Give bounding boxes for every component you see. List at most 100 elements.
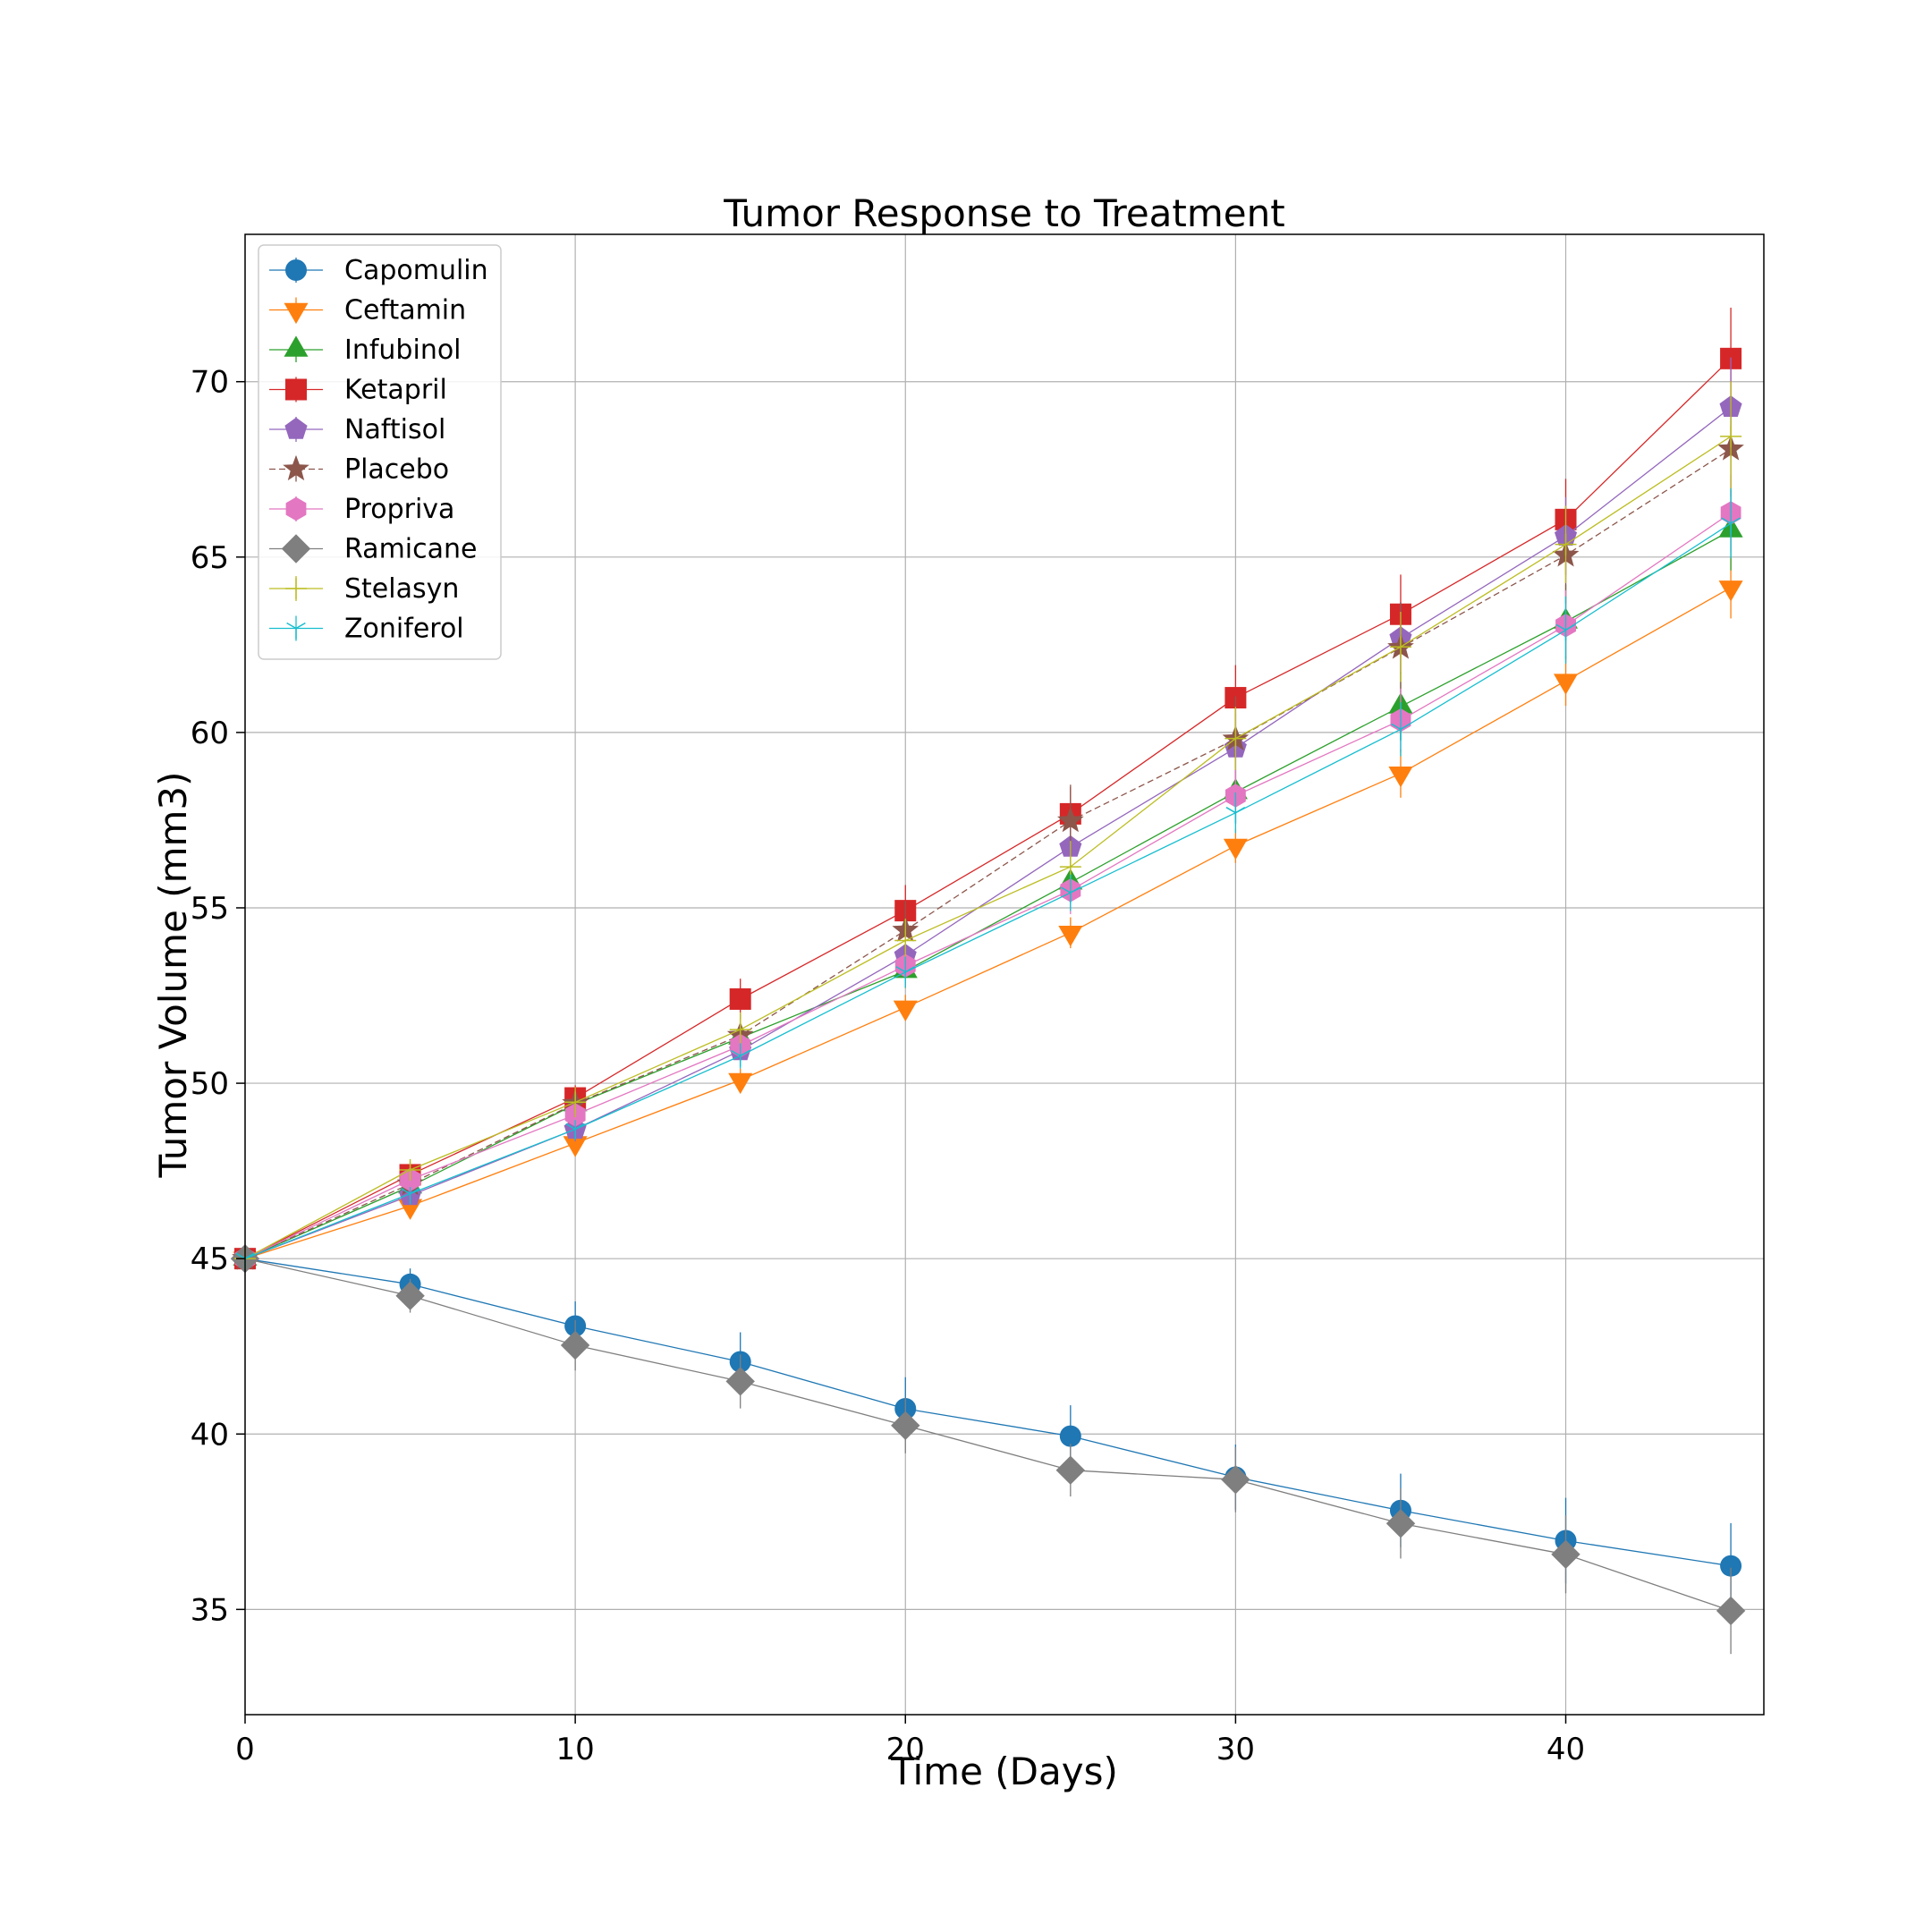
data-point: [1059, 1425, 1081, 1447]
series-ceftamin: [233, 556, 1743, 1273]
x-tick-label: 40: [1546, 1732, 1585, 1767]
data-point: [1057, 807, 1084, 833]
data-point: [1551, 1539, 1580, 1569]
tri-arm: [1730, 517, 1741, 524]
legend-item: Placebo: [269, 454, 449, 486]
series-line: [244, 530, 1732, 1259]
tri-arm: [1225, 807, 1236, 814]
y-tick-label: 35: [191, 1592, 229, 1628]
series-line: [244, 522, 1732, 1259]
legend-marker: [283, 454, 309, 481]
legend-label: Stelasyn: [344, 573, 459, 605]
data-point: [1720, 1555, 1742, 1577]
tri-arm: [904, 966, 916, 973]
tri-arm: [740, 1049, 750, 1057]
legend-box: [258, 244, 502, 660]
y-tick-label: 60: [191, 716, 229, 751]
legend-item: Ceftamin: [269, 295, 466, 326]
data-point: [1055, 1455, 1085, 1485]
legend-item: Infubinol: [269, 335, 462, 366]
data-point: [1221, 1465, 1250, 1495]
legend-marker: [284, 335, 309, 357]
legend-item: Propriva: [269, 494, 454, 525]
series-line: [244, 436, 1732, 1259]
data-point: [395, 1281, 425, 1310]
series-line: [244, 406, 1732, 1259]
data-point: [893, 1000, 918, 1021]
x-tick-label: 10: [555, 1732, 594, 1767]
x-axis-label: Time (Days): [890, 1750, 1118, 1793]
legend-marker: [285, 378, 307, 401]
x-tick-label: 30: [1216, 1732, 1255, 1767]
data-point: [1718, 580, 1743, 602]
data-point: [563, 1136, 588, 1157]
data-point: [1058, 926, 1083, 947]
tri-arm: [895, 966, 906, 973]
legend-label: Naftisol: [344, 414, 445, 445]
axis-ticks: 0 10 20 30 40 35 40 45 50 55 60 65 70: [191, 365, 1585, 1767]
legend-marker: [286, 622, 306, 640]
data-point: [1391, 723, 1411, 741]
tri-arm: [410, 1187, 420, 1195]
series-layer: [230, 307, 1746, 1655]
data-point: [895, 966, 916, 983]
tri-arm: [286, 622, 297, 630]
series-line: [244, 448, 1732, 1259]
tri-arm: [1555, 623, 1566, 631]
tri-arm: [730, 1049, 741, 1057]
data-point: [1555, 533, 1577, 555]
data-point: [891, 1411, 920, 1440]
data-point: [1720, 425, 1742, 447]
chart-title: Tumor Response to Treatment: [723, 191, 1284, 235]
data-point: [1061, 886, 1080, 904]
data-point: [725, 1367, 755, 1396]
data-point: [1223, 838, 1248, 860]
tri-arm: [1070, 886, 1080, 894]
plot-frame: [244, 233, 1765, 1716]
legend-item: Ramicane: [269, 534, 477, 565]
data-point: [1555, 623, 1576, 641]
data-point: [399, 1158, 421, 1181]
series-line: [244, 1258, 1732, 1612]
legend-label: Zoniferol: [344, 614, 464, 645]
legend-item: Capomulin: [269, 255, 488, 286]
y-tick-label: 55: [191, 891, 229, 927]
legend-label: Capomulin: [344, 255, 488, 286]
data-point: [1224, 727, 1247, 750]
legend-marker: [284, 302, 309, 325]
y-tick-label: 40: [191, 1417, 229, 1453]
y-tick-label: 65: [191, 540, 229, 576]
data-point: [894, 929, 917, 952]
series-line: [244, 587, 1732, 1259]
legend-label: Ceftamin: [344, 295, 466, 326]
data-point: [1716, 1596, 1746, 1626]
legend-label: Ketapril: [344, 375, 447, 406]
legend-item: Ketapril: [269, 375, 447, 406]
data-point: [565, 1123, 585, 1140]
data-point: [560, 1330, 590, 1360]
series-ramicane: [230, 1244, 1746, 1655]
data-point: [1721, 517, 1741, 535]
legend-marker: [285, 496, 307, 521]
series-line: [244, 512, 1732, 1259]
legend-marker: [285, 259, 307, 281]
series-zoniferol: [235, 487, 1741, 1270]
tri-arm: [244, 1252, 255, 1259]
legend: Capomulin Ceftamin Infubinol Ketapril Naftis…: [258, 244, 502, 660]
legend-item: Naftisol: [269, 414, 445, 445]
legend-label: Infubinol: [344, 335, 462, 366]
data-point: [729, 1019, 751, 1041]
tri-arm: [565, 1123, 576, 1131]
data-point: [728, 1072, 753, 1095]
legend-item: Zoniferol: [269, 614, 464, 645]
series-capomulin: [234, 1248, 1742, 1609]
tri-arm: [1565, 623, 1576, 631]
data-point: [1059, 856, 1081, 878]
tri-arm: [400, 1187, 411, 1195]
y-tick-label: 50: [191, 1066, 229, 1102]
y-tick-label: 70: [191, 365, 229, 401]
data-point: [1554, 674, 1578, 695]
data-point: [729, 987, 751, 1010]
tri-arm: [1061, 886, 1072, 894]
